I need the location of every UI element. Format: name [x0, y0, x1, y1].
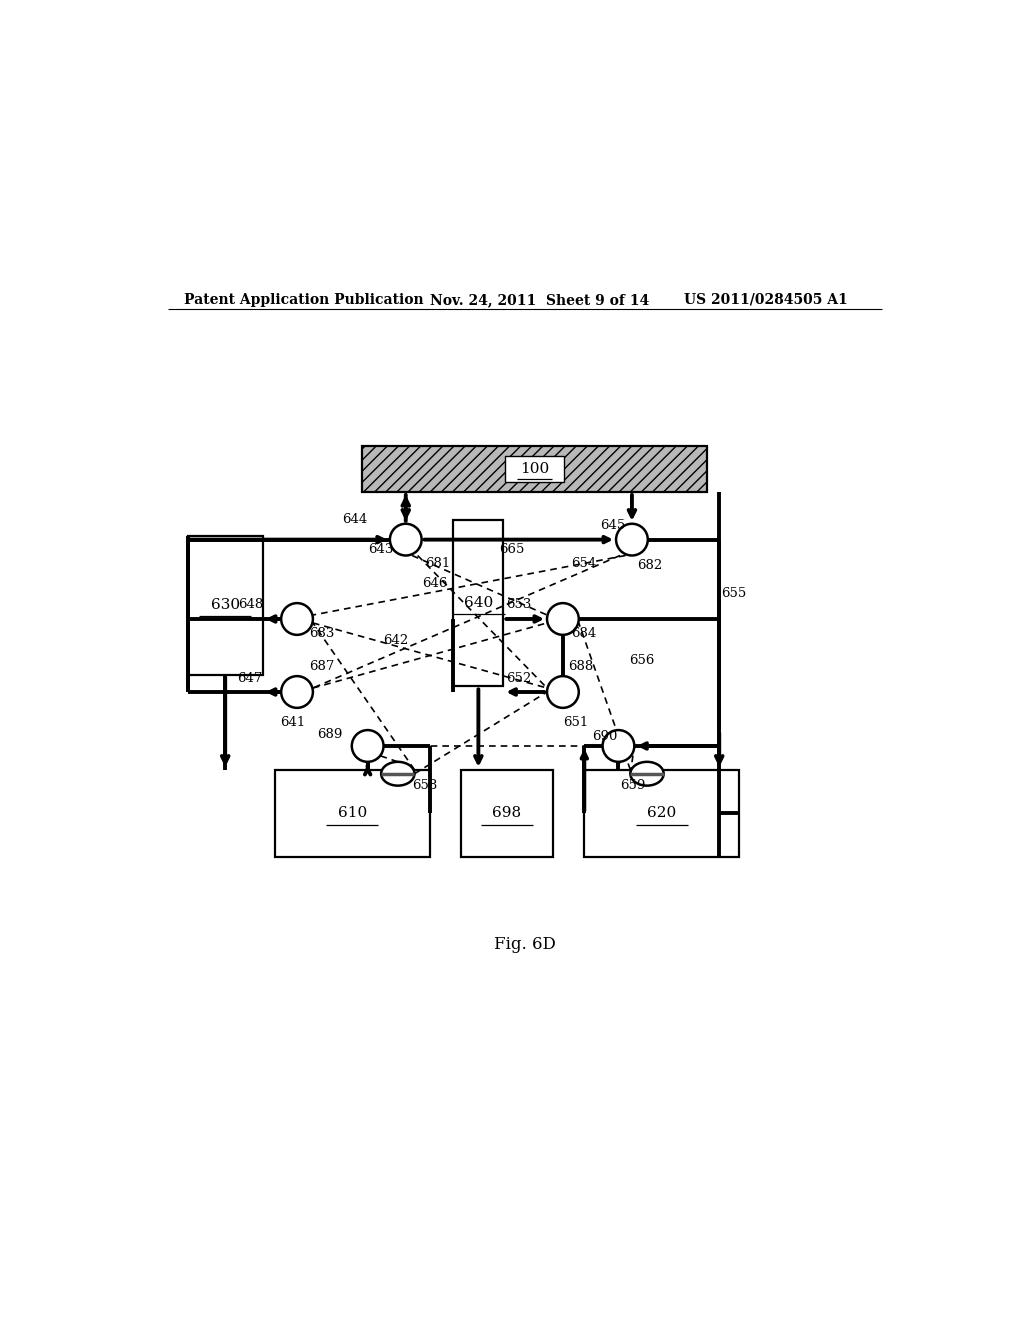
Circle shape [282, 603, 313, 635]
Circle shape [602, 730, 634, 762]
Bar [454, 520, 504, 686]
Text: 651: 651 [563, 715, 588, 729]
Ellipse shape [631, 762, 664, 785]
Text: 641: 641 [281, 715, 305, 729]
Bar [585, 770, 739, 857]
Text: 640: 640 [464, 597, 493, 610]
Text: 688: 688 [568, 660, 594, 673]
Text: 687: 687 [309, 660, 334, 673]
Text: 648: 648 [238, 598, 263, 611]
Text: 647: 647 [238, 672, 263, 685]
Text: 100: 100 [520, 462, 549, 477]
Text: Nov. 24, 2011  Sheet 9 of 14: Nov. 24, 2011 Sheet 9 of 14 [430, 293, 649, 308]
Text: 683: 683 [309, 627, 334, 640]
Circle shape [390, 524, 422, 556]
Ellipse shape [381, 762, 415, 785]
Bar [362, 446, 708, 492]
Text: 645: 645 [600, 519, 626, 532]
Text: Patent Application Publication: Patent Application Publication [183, 293, 423, 308]
Bar [274, 770, 430, 857]
Text: 656: 656 [630, 653, 655, 667]
Circle shape [282, 676, 313, 708]
Text: 653: 653 [506, 598, 531, 611]
Text: 643: 643 [368, 544, 393, 557]
Text: 654: 654 [570, 557, 596, 570]
Text: 689: 689 [316, 727, 342, 741]
Text: 698: 698 [493, 807, 521, 821]
Text: US 2011/0284505 A1: US 2011/0284505 A1 [684, 293, 847, 308]
Text: 642: 642 [384, 634, 409, 647]
Circle shape [616, 524, 648, 556]
Text: 690: 690 [592, 730, 617, 743]
Bar [505, 455, 564, 482]
Text: 652: 652 [506, 672, 531, 685]
Text: 682: 682 [638, 558, 663, 572]
Text: 684: 684 [570, 627, 596, 640]
Circle shape [352, 730, 384, 762]
Text: 655: 655 [722, 587, 746, 601]
Text: 610: 610 [338, 807, 367, 821]
Text: 644: 644 [342, 513, 368, 527]
Text: 658: 658 [412, 779, 437, 792]
Bar [187, 536, 263, 675]
Circle shape [547, 603, 579, 635]
Text: 620: 620 [647, 807, 676, 821]
Text: 681: 681 [426, 557, 451, 570]
Circle shape [547, 676, 579, 708]
Text: 646: 646 [422, 577, 447, 590]
Text: 659: 659 [620, 779, 645, 792]
Text: Fig. 6D: Fig. 6D [494, 936, 556, 953]
Bar [461, 770, 553, 857]
Text: 665: 665 [500, 543, 524, 556]
Text: 630: 630 [211, 598, 240, 612]
